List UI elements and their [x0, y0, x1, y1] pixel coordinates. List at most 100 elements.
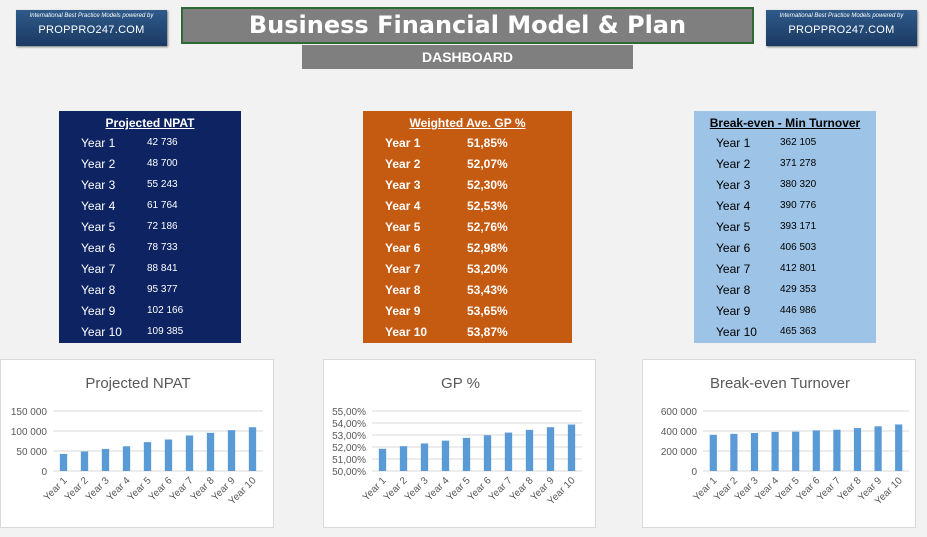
table-row: Year 1 42 736 [59, 132, 241, 153]
row-label: Year 9 [81, 303, 116, 318]
y-tick-label: 0 [691, 467, 697, 478]
table-row: Year 9 53,65% [363, 300, 572, 321]
row-value: 412 801 [780, 263, 817, 274]
bar [504, 432, 513, 471]
npat-chart: Projected NPAT 0 50 000 100 000 150 000 Year … [0, 359, 274, 528]
bar [420, 443, 429, 471]
npat-table: Projected NPAT Year 1 42 736 Year 2 48 700 Y… [59, 111, 241, 343]
logo-brand: PROPPRO247.COM [38, 24, 145, 36]
bar [812, 430, 820, 471]
row-value: 52,07% [467, 156, 508, 171]
row-label: Year 1 [385, 135, 421, 150]
table-row: Year 1 362 105 [694, 132, 876, 153]
table-row: Year 2 48 700 [59, 153, 241, 174]
row-label: Year 8 [385, 282, 421, 297]
row-value: 88 841 [147, 263, 178, 274]
table-title: Break-even - Min Turnover [709, 116, 861, 130]
row-value: 52,53% [467, 198, 508, 213]
bar [185, 435, 194, 471]
table-row: Year 6 406 503 [694, 237, 876, 258]
y-tick-label: 50 000 [16, 447, 47, 458]
row-value: 78 733 [147, 242, 178, 253]
table-row: Year 10 109 385 [59, 321, 241, 342]
table-row: Year 4 61 764 [59, 195, 241, 216]
bar [462, 437, 471, 471]
bar [874, 426, 882, 471]
row-value: 380 320 [780, 179, 817, 190]
row-value: 55 243 [147, 179, 178, 190]
table-row: Year 9 102 166 [59, 300, 241, 321]
row-value: 53,87% [467, 324, 508, 339]
table-row: Year 8 53,43% [363, 279, 572, 300]
gp-chart: GP % 50,00% 51,00% 52,00% 53,00% 54,00% 55,00%… [323, 359, 596, 528]
row-value: 446 986 [780, 305, 817, 316]
row-label: Year 2 [81, 156, 116, 171]
bar [483, 435, 492, 471]
row-label: Year 5 [81, 219, 116, 234]
chart-title: Break-even Turnover [710, 375, 850, 392]
row-label: Year 5 [385, 219, 421, 234]
row-label: Year 3 [81, 177, 116, 192]
table-row: Year 8 95 377 [59, 279, 241, 300]
row-value: 52,76% [467, 219, 508, 234]
y-tick-label: 55,00% [332, 407, 366, 418]
row-value: 362 105 [780, 137, 817, 148]
row-label: Year 7 [385, 261, 421, 276]
row-label: Year 3 [716, 177, 751, 192]
y-tick-label: 51,00% [332, 455, 366, 466]
table-row: Year 10 465 363 [694, 321, 876, 342]
bar [122, 446, 131, 471]
table-row: Year 10 53,87% [363, 321, 572, 342]
chart-title: Projected NPAT [85, 375, 190, 392]
table-row: Year 7 53,20% [363, 258, 572, 279]
row-value: 429 353 [780, 284, 817, 295]
table-row: Year 1 51,85% [363, 132, 572, 153]
row-label: Year 8 [716, 282, 751, 297]
y-tick-label: 400 000 [661, 427, 698, 438]
row-value: 53,65% [467, 303, 508, 318]
row-label: Year 7 [81, 261, 116, 276]
table-row: Year 8 429 353 [694, 279, 876, 300]
table-row: Year 5 393 171 [694, 216, 876, 237]
row-value: 61 764 [147, 200, 178, 211]
bar [227, 430, 236, 471]
page-subtitle: DASHBOARD [302, 45, 633, 69]
breakeven-table: Break-even - Min Turnover Year 1 362 105 Y… [694, 111, 876, 343]
row-value: 390 776 [780, 200, 817, 211]
table-row: Year 4 52,53% [363, 195, 572, 216]
breakeven-chart-svg: Break-even Turnover 0 200 000 400 000 600 00… [661, 375, 909, 507]
row-value: 95 377 [147, 284, 178, 295]
bar [441, 440, 450, 471]
row-value: 53,20% [467, 261, 508, 276]
table-row: Year 6 78 733 [59, 237, 241, 258]
row-label: Year 3 [385, 177, 421, 192]
row-label: Year 4 [385, 198, 421, 213]
row-label: Year 7 [716, 261, 751, 276]
logo-right: International Best Practice Models power… [766, 10, 917, 46]
table-row: Year 6 52,98% [363, 237, 572, 258]
table-row: Year 5 52,76% [363, 216, 572, 237]
row-value: 53,43% [467, 282, 508, 297]
table-row: Year 5 72 186 [59, 216, 241, 237]
row-value: 52,30% [467, 177, 508, 192]
bar [101, 448, 110, 471]
y-tick-label: 600 000 [661, 407, 698, 418]
row-label: Year 2 [716, 156, 751, 171]
y-tick-label: 0 [41, 467, 47, 478]
bar [771, 431, 779, 471]
row-value: 51,85% [467, 135, 508, 150]
bar [59, 453, 68, 471]
row-label: Year 8 [81, 282, 116, 297]
y-tick-label: 200 000 [661, 447, 698, 458]
row-label: Year 6 [81, 240, 116, 255]
row-value: 109 385 [147, 326, 184, 337]
bar [730, 433, 738, 471]
table-row: Year 9 446 986 [694, 300, 876, 321]
y-tick-label: 150 000 [11, 407, 48, 418]
y-tick-label: 50,00% [332, 467, 366, 478]
row-label: Year 10 [716, 324, 757, 339]
row-value: 42 736 [147, 137, 178, 148]
table-row: Year 3 380 320 [694, 174, 876, 195]
row-label: Year 6 [385, 240, 421, 255]
row-value: 371 278 [780, 158, 817, 169]
